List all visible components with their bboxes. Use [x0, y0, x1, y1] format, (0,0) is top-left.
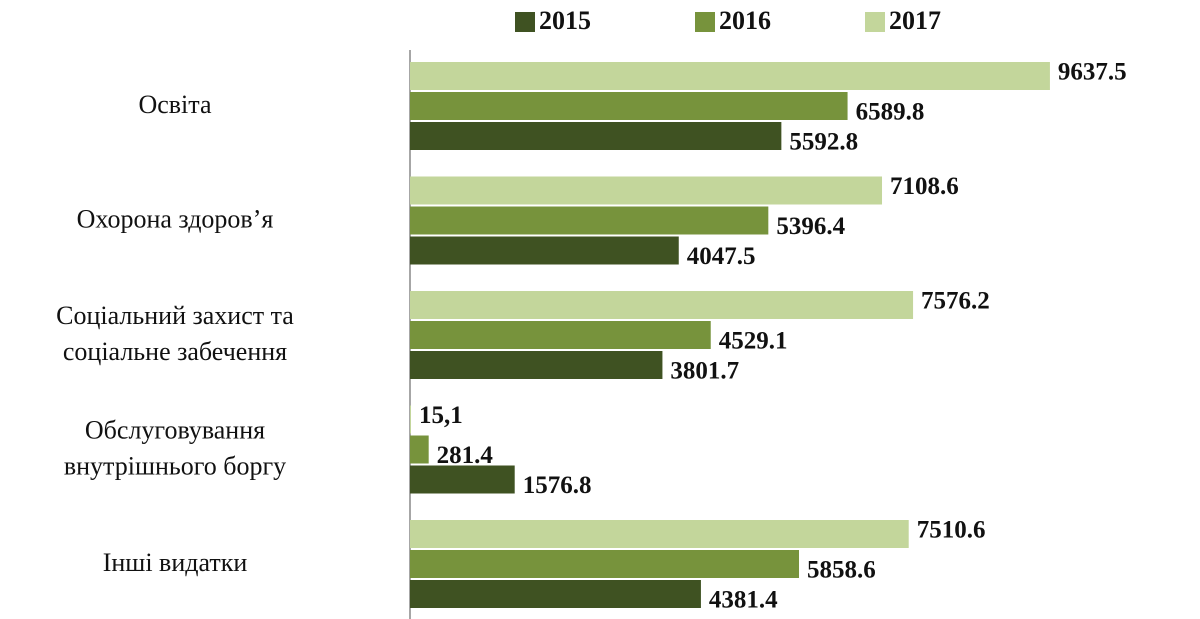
value-label: 7510.6: [917, 517, 986, 544]
legend-label: 2016: [719, 6, 771, 35]
bar: [410, 291, 914, 319]
bar: [410, 550, 800, 578]
value-label: 5592.8: [789, 129, 858, 156]
value-label: 6589.8: [856, 99, 925, 126]
value-label: 5858.6: [807, 557, 876, 584]
legend-swatch: [515, 12, 535, 32]
bar: [410, 351, 663, 379]
legend-swatch: [695, 12, 715, 32]
bar: [410, 176, 883, 205]
legend-swatch: [865, 12, 885, 32]
legend-label: 2017: [889, 6, 941, 35]
value-label: 4047.5: [687, 243, 756, 270]
bar: [410, 206, 769, 235]
bar: [410, 435, 429, 464]
legend-label: 2015: [539, 6, 591, 35]
bar: [410, 405, 412, 434]
bar: [410, 321, 711, 349]
value-label: 15,1: [419, 402, 463, 429]
bar: [410, 520, 909, 548]
bar: [410, 122, 782, 150]
value-label: 281.4: [437, 442, 494, 469]
bar: [410, 465, 515, 494]
value-label: 7108.6: [890, 173, 959, 200]
bar: [410, 580, 701, 608]
value-label: 4529.1: [719, 328, 788, 355]
category-label: Інші видатки: [103, 548, 248, 577]
category-label: Соціальний захист та соціальне забечення: [56, 301, 294, 366]
value-label: 4381.4: [709, 587, 778, 614]
value-label: 9637.5: [1058, 59, 1127, 86]
bar: [410, 236, 679, 265]
bar: [410, 92, 848, 120]
bar: [410, 62, 1050, 90]
value-label: 3801.7: [670, 358, 739, 385]
category-label: Охорона здоров’я: [77, 204, 274, 233]
value-label: 7576.2: [921, 288, 990, 315]
value-label: 5396.4: [776, 213, 845, 240]
category-label: Освіта: [138, 90, 211, 119]
value-label: 1576.8: [523, 472, 592, 499]
category-label: Обслуговування внутрішнього боргу: [64, 415, 286, 480]
